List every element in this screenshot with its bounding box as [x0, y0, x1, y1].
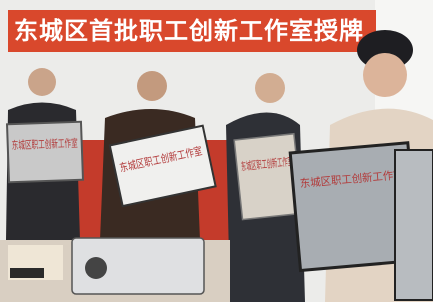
head	[255, 73, 285, 103]
lens	[85, 257, 107, 279]
plaque: 东城区职工创新工作室	[7, 122, 83, 183]
plaque-text: 东城区职工创新工作室	[11, 136, 77, 152]
head	[137, 71, 167, 101]
head	[363, 53, 407, 97]
head	[28, 68, 56, 96]
plaque-edge	[395, 150, 433, 300]
device	[10, 268, 44, 278]
banner-text: 东城区首批职工创新工作室授牌	[14, 17, 364, 45]
photo: 东城区首批职工创新工作室授牌 东城区职工创新工作室 东城区职工创新工作室 东城区…	[0, 0, 433, 302]
